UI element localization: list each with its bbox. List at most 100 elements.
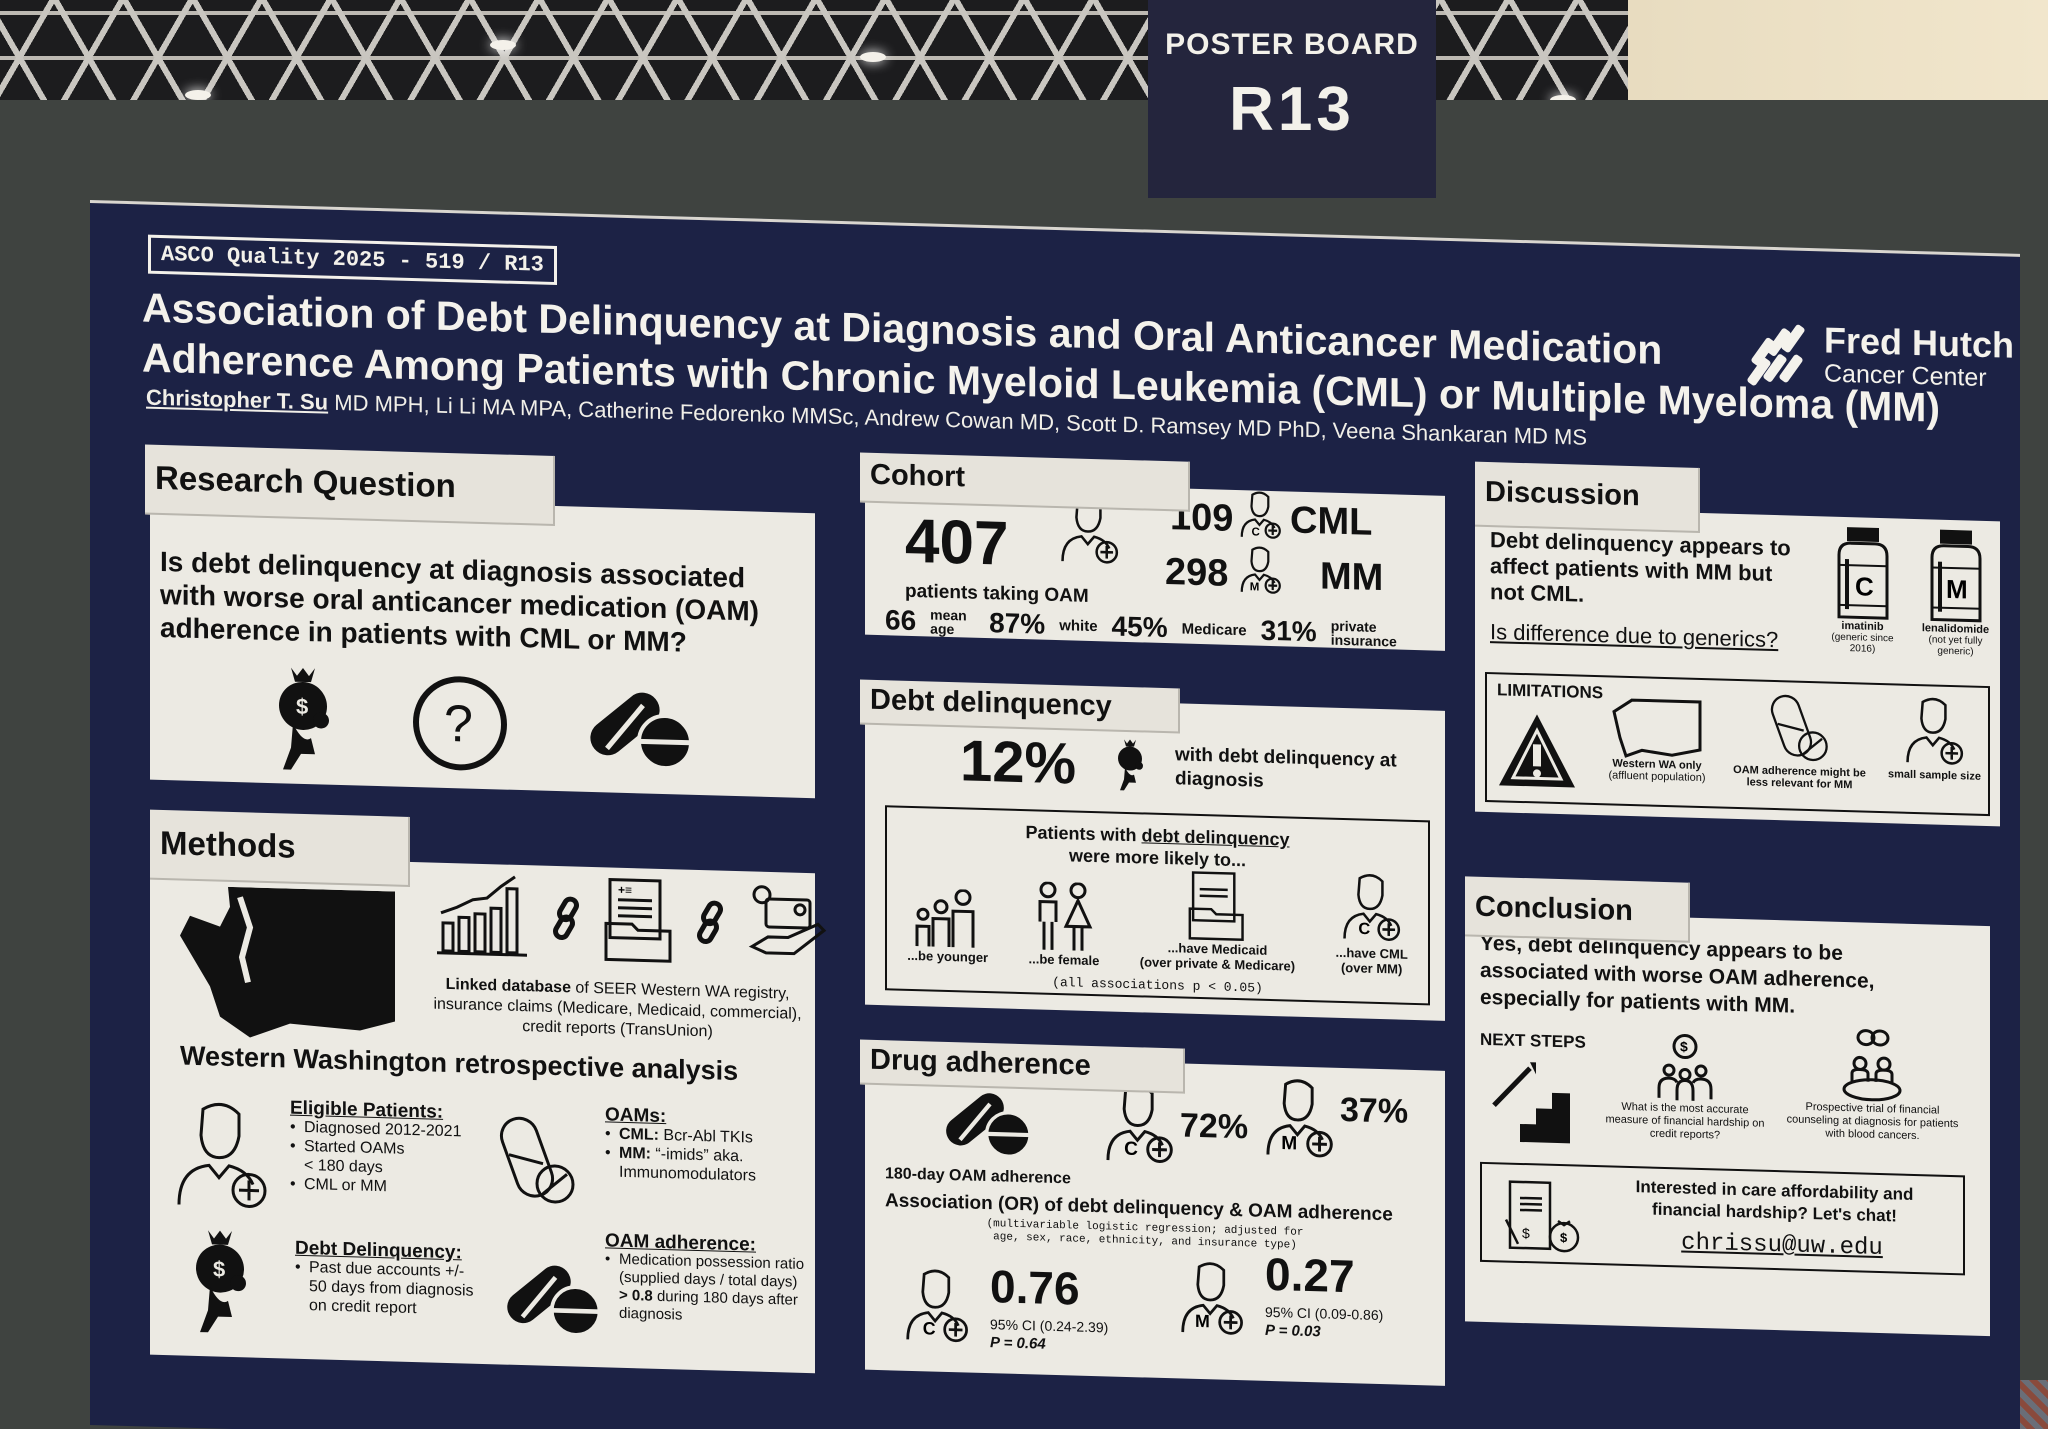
mm-count: 298 (1165, 551, 1229, 595)
drug-bottles: C imatinib (generic since 2016) M lenali… (1825, 524, 1993, 658)
limitations-title: LIMITATIONS (1497, 680, 1604, 703)
male-female-icon (1038, 881, 1093, 951)
bar-chart-icon (437, 875, 527, 957)
cohort-panel: 407 patients taking OAM 109 C CML 298 M … (865, 479, 1445, 651)
contact-box: $ $ Interested in care affordability and … (1480, 1161, 1965, 1276)
eligible-patients: Eligible Patients: Diagnosed 2012-2021 S… (290, 1098, 461, 1199)
ceiling-light (185, 90, 211, 100)
conclusion-text: Yes, debt delinquency appears to be asso… (1480, 931, 1875, 1018)
people-dollar-icon: $ (1657, 1034, 1713, 1101)
more-likely-title: Patients with debt delinquency were more… (1025, 822, 1290, 871)
debt-delinquency-definition: Debt Delinquency: Past due accounts +/- … (295, 1238, 485, 1320)
next-step-trial: Prospective trial of financial counselin… (1785, 1025, 1960, 1144)
limitation-sample-size: small sample size (1882, 693, 1987, 783)
poster: ASCO Quality 2025 - 519 / R13 Associatio… (90, 200, 2020, 1429)
cml-patient-icon: C (1240, 491, 1281, 539)
likely-cml: C ...have CML (over MM) (1336, 870, 1408, 977)
pills-icon (507, 1265, 602, 1337)
cml-adherence-pct: 72% (1180, 1106, 1249, 1147)
cml-p-value: P = 0.64 (990, 1334, 1046, 1353)
total-patients-label: patients taking OAM (905, 580, 1089, 607)
svg-text:$: $ (1522, 1225, 1530, 1241)
money-bag-person-icon: $ (279, 667, 330, 770)
conclusion-panel: Yes, debt delinquency appears to be asso… (1465, 911, 1990, 1337)
stairs-arrow-icon (1492, 1062, 1570, 1144)
patient-plus-icon (177, 1102, 267, 1208)
research-question-text: Is debt delinquency at diagnosis associa… (160, 545, 760, 658)
pill-capsule-icon (1770, 694, 1828, 762)
patient-plus-icon (1905, 697, 1963, 765)
likely-younger: ...be younger (907, 888, 988, 965)
debt-percent: 12% (960, 728, 1077, 797)
mm-patient-icon: M (1266, 1079, 1333, 1158)
counseling-meeting-icon (1842, 1029, 1902, 1102)
money-bag-person-icon (1118, 739, 1143, 791)
next-steps-title: NEXT STEPS (1480, 1029, 1586, 1052)
svg-text:$: $ (1560, 1230, 1568, 1245)
imatinib-bottle: C imatinib (generic since 2016) (1825, 524, 1900, 655)
research-question-panel: Is debt delinquency at diagnosis associa… (150, 494, 815, 799)
discussion-header: Discussion (1475, 461, 1700, 533)
limitation-western-wa: Western WA only (affluent population) (1597, 697, 1717, 784)
logo-line-2: Cancer Center (1824, 359, 1987, 392)
mm-patient-icon: M (1240, 546, 1281, 594)
cml-patient-icon: C (1106, 1084, 1173, 1163)
warning-triangle-icon (1499, 714, 1575, 788)
svg-text:C: C (1124, 1139, 1138, 1160)
mm-patient-icon: M (1181, 1262, 1243, 1335)
likely-female: ...be female (1029, 881, 1099, 968)
contact-text: Interested in care affordability and fin… (1635, 1177, 1914, 1226)
cml-ci: 95% CI (0.24-2.39) (990, 1316, 1109, 1336)
svg-text:M: M (1281, 1133, 1297, 1154)
mm-ci: 95% CI (0.09-0.86) (1265, 1303, 1384, 1324)
methods-panel: +≡ Linked database of SEER Western WA re… (150, 854, 827, 1374)
svg-text:C: C (1251, 526, 1259, 538)
svg-text:$: $ (296, 694, 308, 719)
svg-text:M: M (1250, 581, 1260, 593)
more-likely-box: Patients with debt delinquency were more… (885, 805, 1430, 1006)
pills-icon (590, 692, 693, 771)
ceiling-light (860, 52, 886, 62)
medical-records-folder-icon (1189, 871, 1245, 942)
conclusion-header: Conclusion (1465, 876, 1690, 943)
pill-capsule-icon (499, 1116, 575, 1204)
question-circle-icon: ? (412, 676, 507, 771)
debt-delinquency-panel: 12% with debt delinquency at diagnosis P… (865, 694, 1445, 1021)
limitations-box: LIMITATIONS Western WA only (affluent po… (1485, 671, 1990, 817)
pill-bottle-icon: C (1837, 527, 1888, 620)
association-note: (multivariable logistic regression; adju… (986, 1218, 1304, 1252)
svg-text:M: M (1946, 574, 1968, 605)
svg-text:+≡: +≡ (618, 883, 632, 897)
money-bag-person-icon: $ (196, 1230, 246, 1333)
link-icon (553, 896, 579, 941)
sign-label: POSTER BOARD (1165, 28, 1419, 61)
cml-label: CML (1290, 499, 1373, 544)
lead-author: Christopher T. Su (146, 384, 329, 415)
fred-hutch-logo: Fred Hutch Cancer Center (1746, 319, 2015, 392)
discussion-panel: Debt delinquency appears to affect patie… (1475, 506, 2000, 827)
svg-text:M: M (1195, 1311, 1210, 1331)
total-patients: 407 (905, 506, 1009, 579)
svg-text:C: C (1855, 571, 1874, 602)
linked-database-text: Linked database of SEER Western WA regis… (433, 975, 802, 1041)
debt-percent-label: with debt delinquency at diagnosis (1175, 744, 1397, 792)
medical-records-folder-icon: +≡ (604, 877, 672, 963)
adherence-label: 180-day OAM adherence (885, 1165, 1071, 1188)
ceiling-light (490, 40, 516, 50)
sign-number: R13 (1229, 75, 1355, 144)
family-icon (915, 888, 975, 948)
discussion-text: Debt delinquency appears to affect patie… (1490, 527, 1791, 607)
link-icon (697, 900, 723, 945)
mm-label: MM (1320, 555, 1384, 600)
contact-email-link[interactable]: chrissu@uw.edu (1681, 1229, 1883, 1263)
svg-text:C: C (923, 1318, 936, 1338)
pills-icon (946, 1093, 1032, 1158)
methods-header: Methods (150, 809, 410, 887)
discussion-question: Is difference due to generics? (1490, 619, 1779, 653)
likely-medicaid: ...have Medicaid (over private & Medicar… (1140, 869, 1295, 974)
debt-delinquency-header: Debt delinquency (860, 679, 1180, 734)
logo-line-1: Fred Hutch (1824, 319, 2015, 366)
bill-moneybag-icon: $ $ (1504, 1180, 1580, 1253)
research-question-header: Research Question (145, 444, 555, 526)
mm-odds-ratio: 0.27 (1265, 1247, 1355, 1303)
